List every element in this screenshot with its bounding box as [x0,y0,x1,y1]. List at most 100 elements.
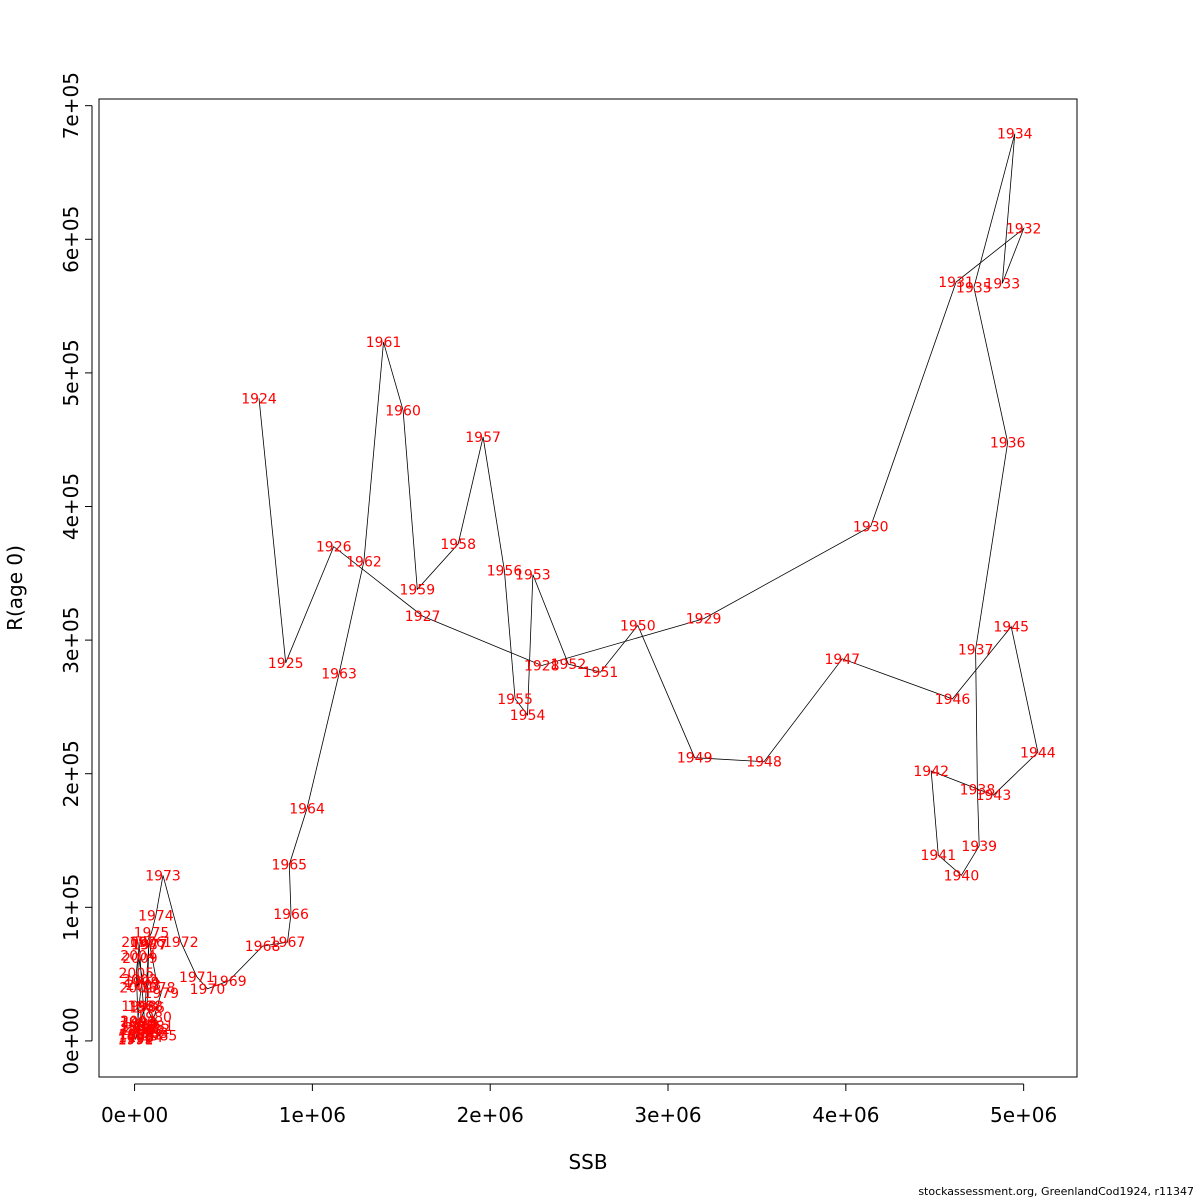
point-label-1992: 1992 [118,1031,154,1047]
point-label-1937: 1937 [958,642,994,658]
point-label-1968: 1968 [245,939,281,955]
point-label-1994: 1994 [119,1027,155,1043]
point-label-1930: 1930 [853,520,889,536]
point-label-1986: 1986 [129,1001,165,1017]
point-label-1977: 1977 [132,938,168,954]
x-tick-label: 0e+00 [101,1103,168,1127]
point-label-1943: 1943 [976,788,1012,804]
point-label-1926: 1926 [316,540,352,556]
point-label-1958: 1958 [440,537,476,553]
point-label-1998: 1998 [121,999,157,1015]
point-label-2004: 2004 [120,948,156,964]
point-label-1960: 1960 [385,403,421,419]
point-label-1954: 1954 [510,708,546,724]
point-label-1980: 1980 [136,1010,172,1026]
x-tick-label: 3e+06 [634,1103,701,1127]
point-label-1999: 1999 [124,975,160,991]
point-label-1966: 1966 [273,907,309,923]
x-tick-label: 1e+06 [279,1103,346,1127]
point-label-1974: 1974 [138,908,174,924]
point-label-1961: 1961 [366,335,402,351]
point-label-1972: 1972 [163,935,199,951]
point-label-1984: 1984 [127,1030,163,1046]
x-axis: 0e+00 1e+06 2e+06 3e+06 4e+06 5e+06 [101,1083,1057,1127]
point-label-1989: 1989 [122,1017,158,1033]
point-label-1939: 1939 [961,839,997,855]
point-label-1965: 1965 [271,858,307,874]
point-label-1996: 1996 [119,1019,155,1035]
point-label-2009: 2009 [122,951,158,967]
y-tick-label: 5e+05 [59,339,83,406]
point-label-1928: 1928 [524,658,560,674]
series-line [135,133,1039,1040]
point-label-1981: 1981 [138,1019,174,1035]
point-label-1934: 1934 [997,127,1033,143]
point-label-1935: 1935 [956,280,992,296]
point-label-1997: 1997 [120,1015,156,1031]
point-label-2003: 2003 [126,978,162,994]
plot-frame [98,98,1078,1078]
point-label-2007: 2007 [124,1021,160,1037]
point-label-1976: 1976 [129,935,165,951]
point-label-1955: 1955 [497,692,533,708]
credit-text: stockassessment.org, GreenlandCod1924, r… [918,1185,1194,1198]
point-label-1932: 1932 [1006,222,1042,238]
y-tick-label: 1e+05 [59,874,83,941]
point-label-1991: 1991 [118,1033,154,1049]
x-tick-label: 4e+06 [812,1103,879,1127]
point-label-1948: 1948 [746,755,782,771]
point-label-1988: 1988 [127,999,163,1015]
point-label-1952: 1952 [551,657,587,673]
point-label-1959: 1959 [399,582,435,598]
point-label-1950: 1950 [620,618,656,634]
point-label-1940: 1940 [944,868,980,884]
point-label-1957: 1957 [465,430,501,446]
point-label-1970: 1970 [190,982,226,998]
point-label-1973: 1973 [145,868,181,884]
point-label-1953: 1953 [515,568,551,584]
point-label-1990: 1990 [119,1029,155,1045]
y-axis-title: R(age 0) [3,545,27,631]
point-label-1979: 1979 [143,986,179,1002]
point-label-1931: 1931 [938,275,974,291]
point-label-1962: 1962 [346,554,382,570]
series-path [135,133,1039,1040]
point-label-1938: 1938 [960,783,996,799]
point-label-1978: 1978 [140,980,176,996]
point-label-1995: 1995 [120,1023,156,1039]
x-axis-title: SSB [568,1150,607,1174]
point-label-1983: 1983 [133,1026,169,1042]
point-label-2008: 2008 [127,1023,163,1039]
point-label-1947: 1947 [824,652,860,668]
point-label-1944: 1944 [1020,745,1056,761]
y-tick-label: 7e+05 [59,72,83,139]
point-label-2006: 2006 [120,1014,156,1030]
point-label-1969: 1969 [211,974,247,990]
point-label-1945: 1945 [993,620,1029,636]
x-tick-label: 2e+06 [457,1103,524,1127]
point-label-1924: 1924 [241,391,277,407]
y-axis: 0e+00 1e+05 2e+05 3e+05 4e+05 5e+05 6e+05 7e+05 [59,72,93,1075]
point-label-2002: 2002 [122,972,158,988]
point-label-1925: 1925 [268,656,304,672]
point-label-1951: 1951 [583,665,619,681]
point-label-1956: 1956 [487,564,523,580]
point-label-1941: 1941 [920,848,956,864]
point-label-1933: 1933 [984,276,1020,292]
point-label-1942: 1942 [913,764,949,780]
y-tick-label: 6e+05 [59,206,83,273]
point-label-1936: 1936 [990,435,1026,451]
point-label-2005: 2005 [119,966,155,982]
y-tick-label: 3e+05 [59,606,83,673]
point-label-1946: 1946 [935,692,971,708]
point-label-1987: 1987 [131,938,167,954]
point-label-1971: 1971 [179,970,215,986]
x-tick-label: 5e+06 [990,1103,1057,1127]
point-label-2001: 2001 [119,980,155,996]
point-labels: 1924 1925 1926 1927 1928 1929 1930 1931 1932 1933… [118,127,1056,1049]
point-label-1975: 1975 [134,926,170,942]
point-label-1982: 1982 [135,1022,171,1038]
point-label-1985: 1985 [142,1029,178,1045]
point-label-1927: 1927 [405,609,441,625]
